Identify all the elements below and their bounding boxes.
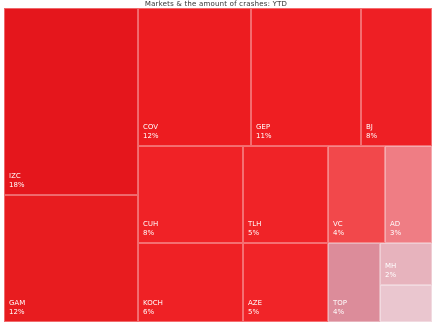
treemap-tile-izc: IZC 18% <box>4 8 138 195</box>
tile-name: TLH <box>248 220 262 228</box>
treemap-tile-bj: BJ 8% <box>361 8 432 146</box>
tile-percent: 12% <box>9 308 25 316</box>
tile-label: TOP 4% <box>333 299 347 317</box>
treemap-tile-aze: AZE 5% <box>243 243 328 322</box>
tile-percent: 8% <box>366 132 378 140</box>
tile-name: KOCH <box>143 299 163 307</box>
tile-label: IZC 18% <box>9 172 25 190</box>
tile-percent: 4% <box>333 229 345 237</box>
tile-name: GAM <box>9 299 26 307</box>
tile-label: TLH 5% <box>248 220 261 238</box>
treemap-tile-cov: COV 12% <box>138 8 251 146</box>
tile-name: AZE <box>248 299 263 307</box>
chart-title: Markets & the amount of crashes: YTD <box>144 0 288 8</box>
tile-percent: 11% <box>256 132 272 140</box>
tile-label: GEP 11% <box>256 123 272 141</box>
tile-name: AD <box>390 220 401 228</box>
tile-label: AD 3% <box>390 220 401 238</box>
tile-name: GEP <box>256 123 271 131</box>
treemap-tile-cuh: CUH 8% <box>138 146 243 243</box>
treemap-tile-koch: KOCH 6% <box>138 243 243 322</box>
tile-label: COV 12% <box>143 123 159 141</box>
tile-label: GAM 12% <box>9 299 25 317</box>
tile-name: VC <box>333 220 343 228</box>
tile-name: COV <box>143 123 159 131</box>
tile-label: CUH 8% <box>143 220 158 238</box>
tile-label: BJ 8% <box>366 123 377 141</box>
treemap-chart: IZC 18% GAM 12% COV 12% GEP 11% BJ 8% CUH 8% KOCH 6% T… <box>4 8 432 322</box>
treemap-tile-tlh: TLH 5% <box>243 146 328 243</box>
tile-percent: 2% <box>385 271 397 279</box>
tile-label: MH 2% <box>385 262 396 280</box>
tile-name: MH <box>385 262 397 270</box>
tile-label: VC 4% <box>333 220 344 238</box>
tile-percent: 6% <box>143 308 155 316</box>
tile-percent: 8% <box>143 229 155 237</box>
tile-name: CUH <box>143 220 159 228</box>
treemap-tile-sm <box>380 285 432 322</box>
tile-percent: 5% <box>248 308 260 316</box>
treemap-tile-mh: MH 2% <box>380 243 432 285</box>
tile-percent: 18% <box>9 181 25 189</box>
treemap-tile-gam: GAM 12% <box>4 195 138 322</box>
tile-percent: 4% <box>333 308 345 316</box>
tile-label: KOCH 6% <box>143 299 163 317</box>
tile-percent: 5% <box>248 229 260 237</box>
tile-name: BJ <box>366 123 373 131</box>
tile-label: AZE 5% <box>248 299 262 317</box>
tile-name: TOP <box>333 299 348 307</box>
tile-percent: 3% <box>390 229 402 237</box>
treemap-tile-top: TOP 4% <box>328 243 380 322</box>
treemap-tile-vc: VC 4% <box>328 146 385 243</box>
tile-percent: 12% <box>143 132 159 140</box>
treemap-tile-ad: AD 3% <box>385 146 432 243</box>
tile-name: IZC <box>9 172 21 180</box>
treemap-tile-gep: GEP 11% <box>251 8 361 146</box>
